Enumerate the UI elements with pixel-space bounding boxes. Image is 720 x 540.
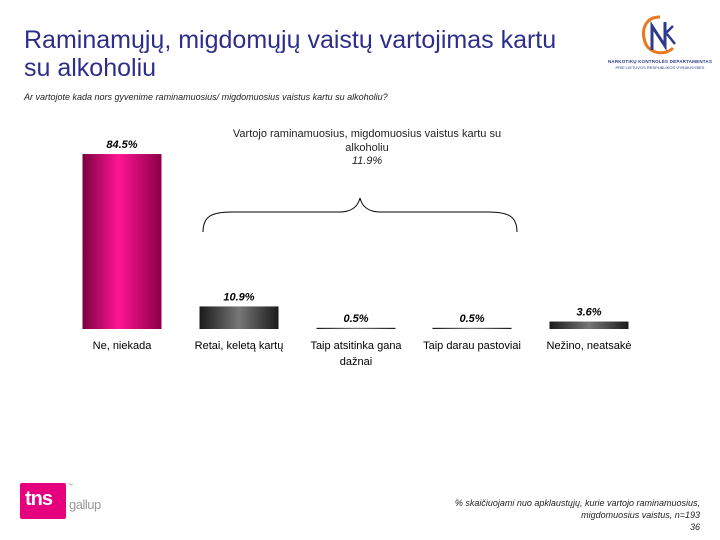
bar-5 [549, 321, 629, 329]
page-number: 36 [690, 522, 701, 532]
data-label-5: 3.6% [576, 307, 601, 319]
survey-question: Ar vartojote kada nors gyvenime raminamu… [24, 92, 388, 102]
data-label-1: 84.5% [106, 139, 137, 151]
category-label-4: Taip darau pastoviai [423, 340, 521, 352]
tns-gallup-logo: tns ™ gallup [20, 483, 120, 523]
annotation-value: 11.9% [351, 155, 383, 167]
category-label-3-line-2: dažnai [340, 356, 372, 368]
category-label-2: Retai, keletą kartų [195, 340, 284, 352]
footnote: % skaičiuojami nuo apklaustųjų, kurie va… [454, 498, 700, 520]
category-label-3: Taip atsitinka gana [310, 340, 402, 352]
bar-2 [199, 306, 279, 329]
logo-line-1: NARKOTIKŲ KONTROLĖS DEPARTAMENTAS [607, 59, 713, 64]
data-label-2: 10.9% [223, 291, 254, 303]
trademark-icon: ™ [68, 483, 73, 489]
nkd-logo: NARKOTIKŲ KONTROLĖS DEPARTAMENTAS PRIE L… [605, 14, 715, 74]
category-label-5: Nežino, neatsakė [547, 340, 632, 352]
bar-3 [316, 327, 396, 329]
gallup-logo-text: gallup [69, 497, 101, 512]
data-label-3: 0.5% [343, 313, 368, 325]
chart-bars: 84.5% Ne, niekada 10.9% Retai, keletą kartų… [82, 139, 632, 368]
tns-logo-box [20, 483, 66, 519]
nkd-logo-icon [642, 15, 676, 55]
page-title: Raminamųjų, migdomųjų vaistų vartojimas … [24, 26, 557, 82]
data-label-4: 0.5% [459, 313, 484, 325]
bar-4 [432, 327, 512, 329]
curly-bracket [202, 197, 518, 233]
tns-logo-text: tns [25, 488, 53, 510]
category-label-1: Ne, niekada [93, 340, 153, 352]
logo-line-2: PRIE LIETUVOS RESPUBLIKOS VYRIAUSYBĖS [615, 65, 705, 70]
annotation-text: Vartojo raminamuosius, migdomuosius vais… [232, 128, 502, 154]
bar-1 [82, 154, 162, 329]
bracket-annotation: Vartojo raminamuosius, migdomuosius vais… [222, 128, 512, 169]
